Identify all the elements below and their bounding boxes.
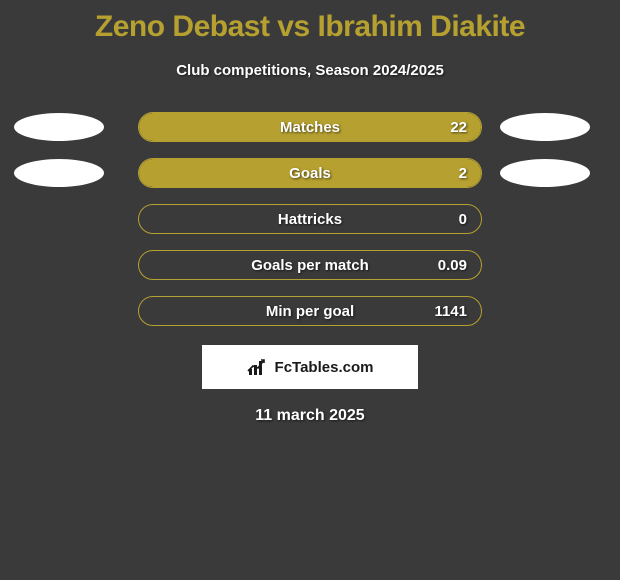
bar-value: 1141 (434, 297, 467, 325)
date-label: 11 march 2025 (0, 407, 620, 425)
stat-row: Goals per match0.09 (0, 249, 620, 281)
page-title: Zeno Debast vs Ibrahim Diakite (0, 0, 620, 44)
bar-value: 2 (459, 159, 467, 187)
footer-badge-text: FcTables.com (275, 359, 374, 376)
stat-row: Goals2 (0, 157, 620, 189)
stat-row: Min per goal1141 (0, 295, 620, 327)
right-ellipse (500, 159, 590, 187)
bar-value: 0.09 (438, 251, 467, 279)
page-subtitle: Club competitions, Season 2024/2025 (0, 62, 620, 79)
bar-track: Matches22 (138, 112, 482, 142)
bar-track: Min per goal1141 (138, 296, 482, 326)
bar-value: 22 (450, 113, 467, 141)
bar-value: 0 (459, 205, 467, 233)
bar-label: Matches (139, 113, 481, 141)
bar-label: Goals (139, 159, 481, 187)
bar-track: Hattricks0 (138, 204, 482, 234)
bar-label: Min per goal (139, 297, 481, 325)
stat-row: Hattricks0 (0, 203, 620, 235)
stats-rows: Matches22 Goals2 Hattricks0 Goals per match… (0, 111, 620, 327)
bar-label: Goals per match (139, 251, 481, 279)
stat-row: Matches22 (0, 111, 620, 143)
right-ellipse (500, 113, 590, 141)
left-ellipse (14, 113, 104, 141)
bar-track: Goals per match0.09 (138, 250, 482, 280)
left-ellipse (14, 159, 104, 187)
footer-badge[interactable]: FcTables.com (202, 345, 418, 389)
bar-label: Hattricks (139, 205, 481, 233)
bar-track: Goals2 (138, 158, 482, 188)
bar-chart-icon (247, 357, 269, 377)
